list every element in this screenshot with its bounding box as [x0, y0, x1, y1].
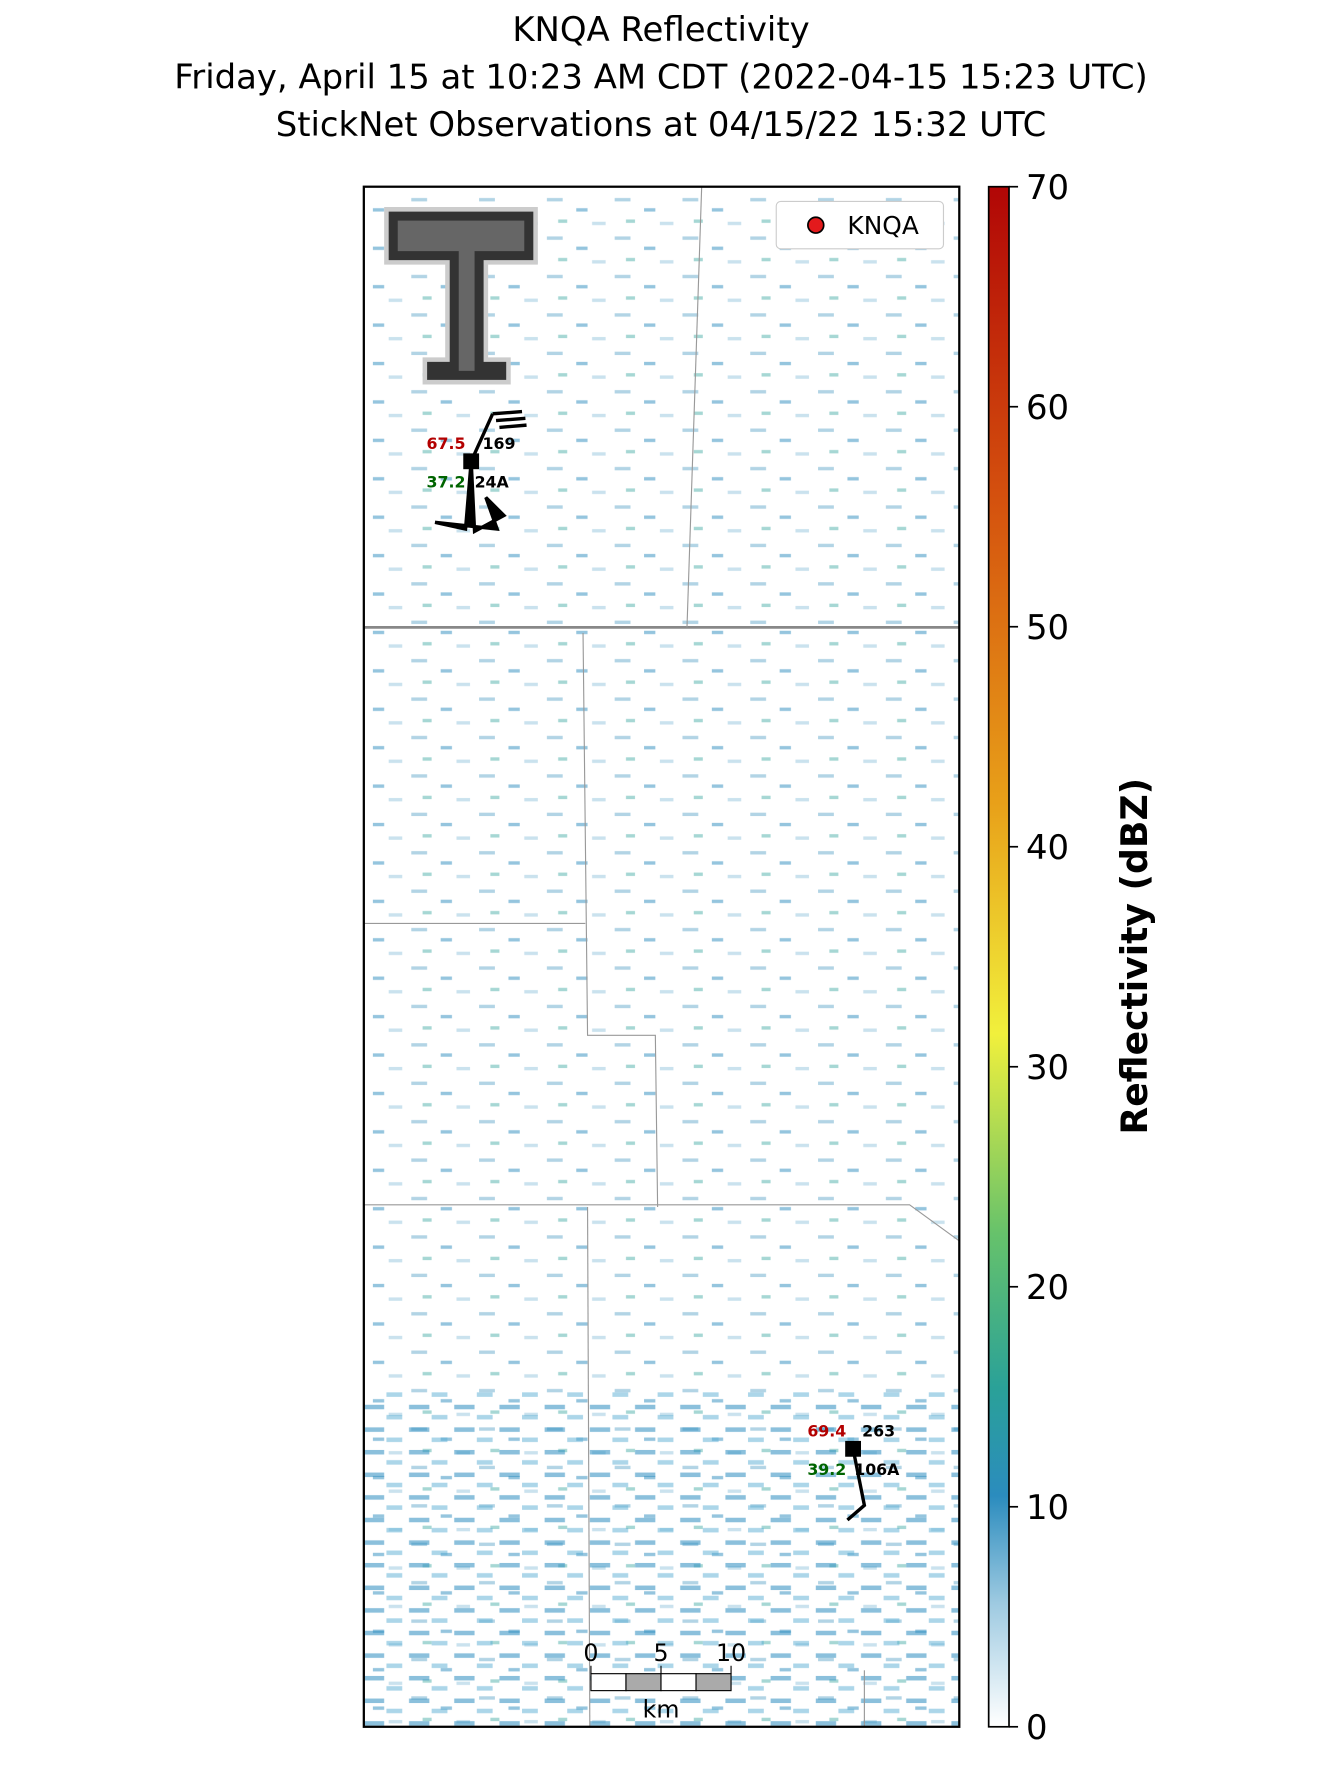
colorbar: Reflectivity (dBZ) 0 10 20 30 40 50 60 70	[987, 168, 1156, 1747]
scale-tick-label: 10	[716, 1639, 746, 1667]
title: KNQA Reflectivity	[512, 10, 809, 49]
county-lines	[363, 186, 960, 1727]
scale-tick-label: 5	[653, 1639, 668, 1667]
scale-segment	[660, 1673, 697, 1692]
legend-label: KNQA	[847, 211, 918, 240]
colorbar-tick-label: 30	[1026, 1048, 1069, 1087]
legend-marker	[807, 216, 825, 234]
colorbar-tick-label: 40	[1026, 828, 1069, 867]
dewpoint: 39.2	[807, 1460, 846, 1479]
legend: KNQA	[775, 200, 945, 250]
dewpoint: 37.2	[427, 472, 466, 491]
scale-unit: km	[643, 1696, 680, 1724]
colorbar-tick-label: 10	[1026, 1488, 1069, 1527]
station-value: 263	[862, 1421, 895, 1440]
colorbar-tick-label: 0	[1026, 1708, 1048, 1747]
temperature: 67.5	[427, 434, 466, 453]
scale-segment	[695, 1673, 732, 1692]
station-plot	[434, 409, 867, 1522]
colorbar-tick-label: 60	[1026, 388, 1069, 427]
station-value: 169	[482, 434, 515, 453]
station-id: 106A	[854, 1460, 900, 1479]
subtitle: Friday, April 15 at 10:23 AM CDT (2022-0…	[174, 57, 1147, 96]
logo	[384, 207, 538, 385]
scale-segment	[590, 1673, 627, 1692]
colorbar-tick-label: 20	[1026, 1268, 1069, 1307]
map: 67.5 169 37.2 24A 69.4 263 39.2 106A KNQ…	[362, 185, 961, 1728]
colorbar-tick-label: 70	[1026, 168, 1069, 207]
temperature: 69.4	[807, 1421, 846, 1440]
colorbar-tick-label: 50	[1026, 608, 1069, 647]
station-id: 24A	[475, 472, 510, 491]
colorbar-label: Reflectivity (dBZ)	[1113, 778, 1156, 1135]
scale-bar: 0 5 10 km	[583, 1639, 746, 1723]
scale-tick-label: 0	[583, 1639, 598, 1667]
scale-segment	[625, 1673, 662, 1692]
subtitle: StickNet Observations at 04/15/22 15:32 …	[276, 105, 1047, 144]
